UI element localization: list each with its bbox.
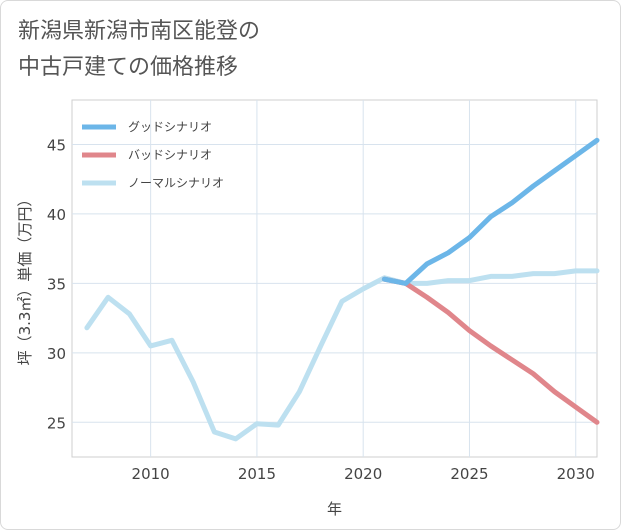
x-tick-label: 2010 [132, 465, 170, 483]
y-tick-label: 30 [47, 345, 66, 363]
y-tick-label: 45 [47, 136, 66, 154]
chart-title-line-2: 中古戸建ての価格推移 [18, 55, 239, 80]
x-tick-label: 2025 [450, 465, 488, 483]
series-lines [84, 137, 600, 442]
legend-label-2: ノーマルシナリオ [128, 176, 224, 190]
x-tick-label: 2030 [557, 465, 595, 483]
tick-labels: 2010 2015 2020 2025 2030 25 30 35 40 45 [47, 136, 595, 483]
y-axis-title: 坪（3.3㎡）単価（万円） [16, 192, 34, 366]
chart-title-line-1: 新潟県新潟市南区能登の [18, 19, 261, 44]
series-line-1 [381, 276, 600, 425]
series-line-2 [84, 268, 600, 442]
y-tick-label: 35 [47, 275, 66, 293]
x-tick-label: 2015 [238, 465, 276, 483]
legend-label-0: グッドシナリオ [128, 120, 212, 134]
chart-title: 新潟県新潟市南区能登の 中古戸建ての価格推移 [18, 14, 260, 86]
y-tick-label: 40 [47, 206, 66, 224]
y-tick-label: 25 [47, 414, 66, 432]
x-tick-label: 2020 [344, 465, 382, 483]
series-line-0 [381, 137, 600, 286]
x-axis-title: 年 [327, 500, 342, 518]
legend-label-1: バッドシナリオ [128, 148, 212, 162]
